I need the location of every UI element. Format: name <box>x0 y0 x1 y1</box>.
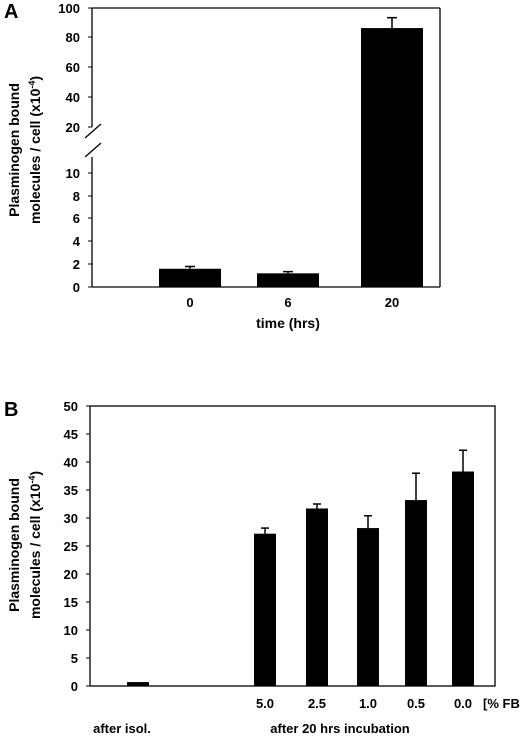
panel-a-ytick-label: 8 <box>73 189 80 204</box>
panel-a-ytick-label: 4 <box>73 234 81 249</box>
panel-b-ytick-label: 45 <box>64 427 78 442</box>
panel-a: A Plasminogen bound molecules / cell (x1… <box>4 1 441 331</box>
panel-a-bars <box>159 16 423 288</box>
panel-a-xtick-label: 6 <box>284 295 291 310</box>
panel-a-xticks: 0 6 20 <box>186 295 399 310</box>
panel-b-bars <box>127 449 474 686</box>
panel-a-ylabel-line1: Plasminogen bound <box>6 83 22 217</box>
panel-b-ytick-label: 25 <box>64 539 78 554</box>
panel-a-yticks-lower: 0 2 4 6 8 10 <box>66 166 92 295</box>
panel-b-ytick-label: 35 <box>64 483 78 498</box>
panel-b-ytick-label: 20 <box>64 567 78 582</box>
panel-b-unit-label: [% FBS] <box>483 696 520 711</box>
panel-b-ylabel-line1: Plasminogen bound <box>6 478 22 612</box>
panel-b-group-labels: after isol. after 20 hrs incubation <box>93 721 410 736</box>
panel-a-ytick-label: 80 <box>66 30 80 45</box>
panel-a-axis-break <box>84 123 102 158</box>
group-label-after-isolation: after isol. <box>93 721 151 736</box>
panel-b-plot-frame <box>89 405 496 687</box>
panel-a-ytick-label: 40 <box>66 90 80 105</box>
panel-a-xlabel: time (hrs) <box>256 315 320 331</box>
panel-a-label: A <box>4 1 18 23</box>
bar <box>357 528 379 686</box>
panel-a-ytick-label: 100 <box>58 1 80 16</box>
panel-a-ytick-label: 0 <box>73 280 80 295</box>
group-label-after-incubation: after 20 hrs incubation <box>270 721 409 736</box>
panel-a-ytick-label: 20 <box>66 120 80 135</box>
panel-b-label: B <box>4 399 18 421</box>
panel-a-ytick-label: 10 <box>66 166 80 181</box>
panel-b-ytick-label: 15 <box>64 595 78 610</box>
bar <box>127 682 149 686</box>
panel-b-ytick-label: 0 <box>71 679 78 694</box>
panel-b-ytick-label: 30 <box>64 511 78 526</box>
bar <box>159 268 221 287</box>
bar <box>306 508 328 686</box>
panel-a-yticks-upper: 20 40 60 80 100 <box>58 1 92 135</box>
panel-b-xtick-label: 0.0 <box>454 696 472 711</box>
bar <box>361 28 423 288</box>
panel-b-ylabel-line2: molecules / cell (x10-4) <box>27 471 43 619</box>
panel-b-yticks: 0 5 10 15 20 25 30 35 40 45 50 <box>64 399 90 694</box>
bar <box>257 273 319 287</box>
panel-b-ytick-label: 10 <box>64 623 78 638</box>
panel-b-xtick-label: 2.5 <box>308 696 326 711</box>
panel-b-xtick-label: 1.0 <box>359 696 377 711</box>
panel-b-ytick-label: 40 <box>64 455 78 470</box>
panel-b-ytick-label: 50 <box>64 399 78 414</box>
panel-b: B Plasminogen bound molecules / cell (x1… <box>4 399 520 736</box>
panel-a-xtick-label: 20 <box>385 295 399 310</box>
panel-a-ytick-label: 6 <box>73 211 80 226</box>
panel-a-ytick-label: 2 <box>73 257 80 272</box>
panel-b-xtick-label: 5.0 <box>256 696 274 711</box>
panel-b-ytick-label: 5 <box>71 651 78 666</box>
panel-a-xtick-label: 0 <box>186 295 193 310</box>
bar <box>452 471 474 686</box>
bar <box>254 533 276 686</box>
panel-b-xtick-label: 0.5 <box>407 696 425 711</box>
panel-a-ylabel-line2: molecules / cell (x10-4) <box>27 76 43 224</box>
panel-b-xticks: 5.0 2.5 1.0 0.5 0.0 [% FBS] <box>256 696 520 711</box>
bar <box>405 500 427 686</box>
panel-a-ytick-label: 60 <box>66 60 80 75</box>
